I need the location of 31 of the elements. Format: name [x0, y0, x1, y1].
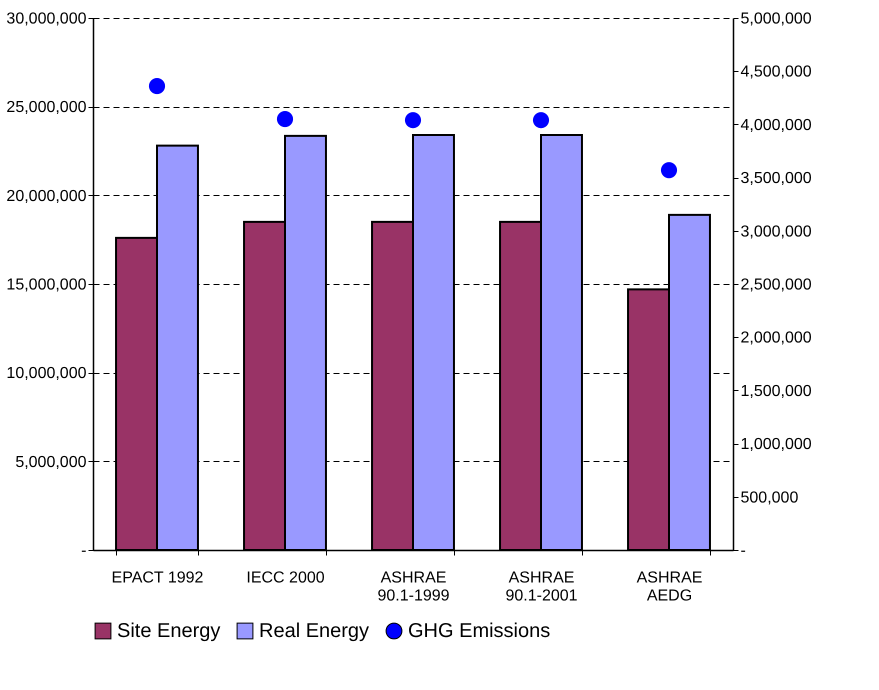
y2-tick-label: 1,500,000 — [740, 382, 812, 400]
legend-label: Site Energy — [117, 620, 220, 642]
legend-label: Real Energy — [259, 620, 370, 642]
y2-tick-label: 4,500,000 — [740, 64, 812, 81]
y-tick-label: 30,000,000 — [6, 10, 87, 28]
point — [660, 162, 678, 178]
y-tick-label: 10,000,000 — [6, 365, 87, 382]
y2-tick-label: 3,000,000 — [740, 223, 812, 240]
x-tick-label: IECC 2000 — [246, 570, 325, 586]
point — [532, 112, 550, 128]
x-tick-label: EPACT 1992 — [112, 570, 204, 586]
legend-label: GHG Emissions — [408, 620, 550, 642]
y2-tick-label: - — [740, 542, 746, 560]
y2-tick-label: 2,500,000 — [740, 276, 812, 294]
y-tick-label: - — [81, 542, 86, 560]
x-tick-label: ASHRAE 90.1-2001 — [505, 570, 578, 604]
y2-tick-label: 4,000,000 — [740, 116, 812, 134]
point — [276, 111, 294, 128]
y-tick-label: 15,000,000 — [6, 276, 87, 294]
y2-tick-label: 1,000,000 — [740, 436, 812, 454]
y2-tick-label: 3,500,000 — [740, 170, 812, 188]
y2-tick-label: 5,000,000 — [740, 10, 812, 28]
x-tick-label: ASHRAE 90.1-1999 — [377, 570, 450, 604]
y-tick-label: 5,000,000 — [15, 454, 87, 471]
point — [148, 78, 166, 94]
y2-tick-label: 2,000,000 — [740, 330, 812, 347]
point — [404, 112, 422, 128]
y-tick-label: 25,000,000 — [6, 99, 87, 116]
y-tick-label: 20,000,000 — [6, 188, 87, 205]
x-tick-label: ASHRAE AEDG — [636, 570, 702, 604]
y2-tick-label: 500,000 — [740, 489, 798, 506]
